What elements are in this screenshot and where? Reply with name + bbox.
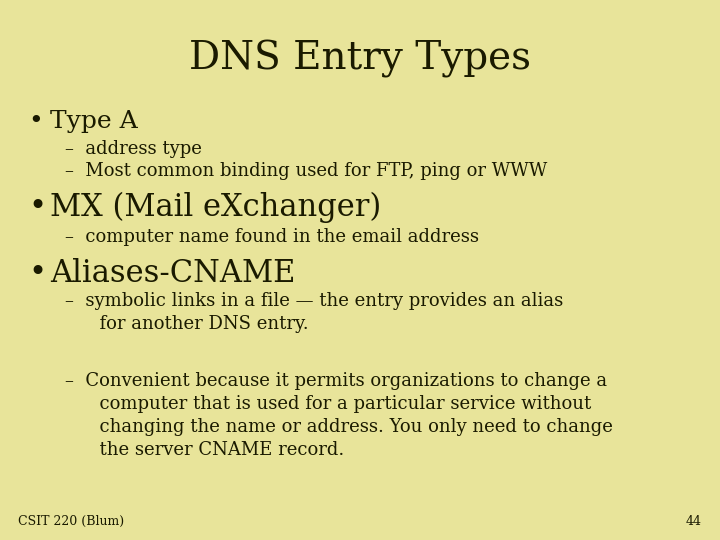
Text: 44: 44 [686, 515, 702, 528]
Text: Type A: Type A [50, 110, 138, 133]
Text: –  symbolic links in a file — the entry provides an alias
      for another DNS : – symbolic links in a file — the entry p… [65, 292, 563, 333]
Text: •: • [28, 258, 46, 289]
Text: –  Most common binding used for FTP, ping or WWW: – Most common binding used for FTP, ping… [65, 162, 547, 180]
Text: –  computer name found in the email address: – computer name found in the email addre… [65, 228, 479, 246]
Text: CSIT 220 (Blum): CSIT 220 (Blum) [18, 515, 124, 528]
Text: –  address type: – address type [65, 140, 202, 158]
Text: –  Convenient because it permits organizations to change a
      computer that i: – Convenient because it permits organiza… [65, 372, 613, 458]
Text: DNS Entry Types: DNS Entry Types [189, 40, 531, 78]
Text: •: • [28, 110, 42, 133]
Text: Aliases-CNAME: Aliases-CNAME [50, 258, 295, 289]
Text: •: • [28, 192, 46, 223]
Text: MX (Mail eXchanger): MX (Mail eXchanger) [50, 192, 382, 223]
